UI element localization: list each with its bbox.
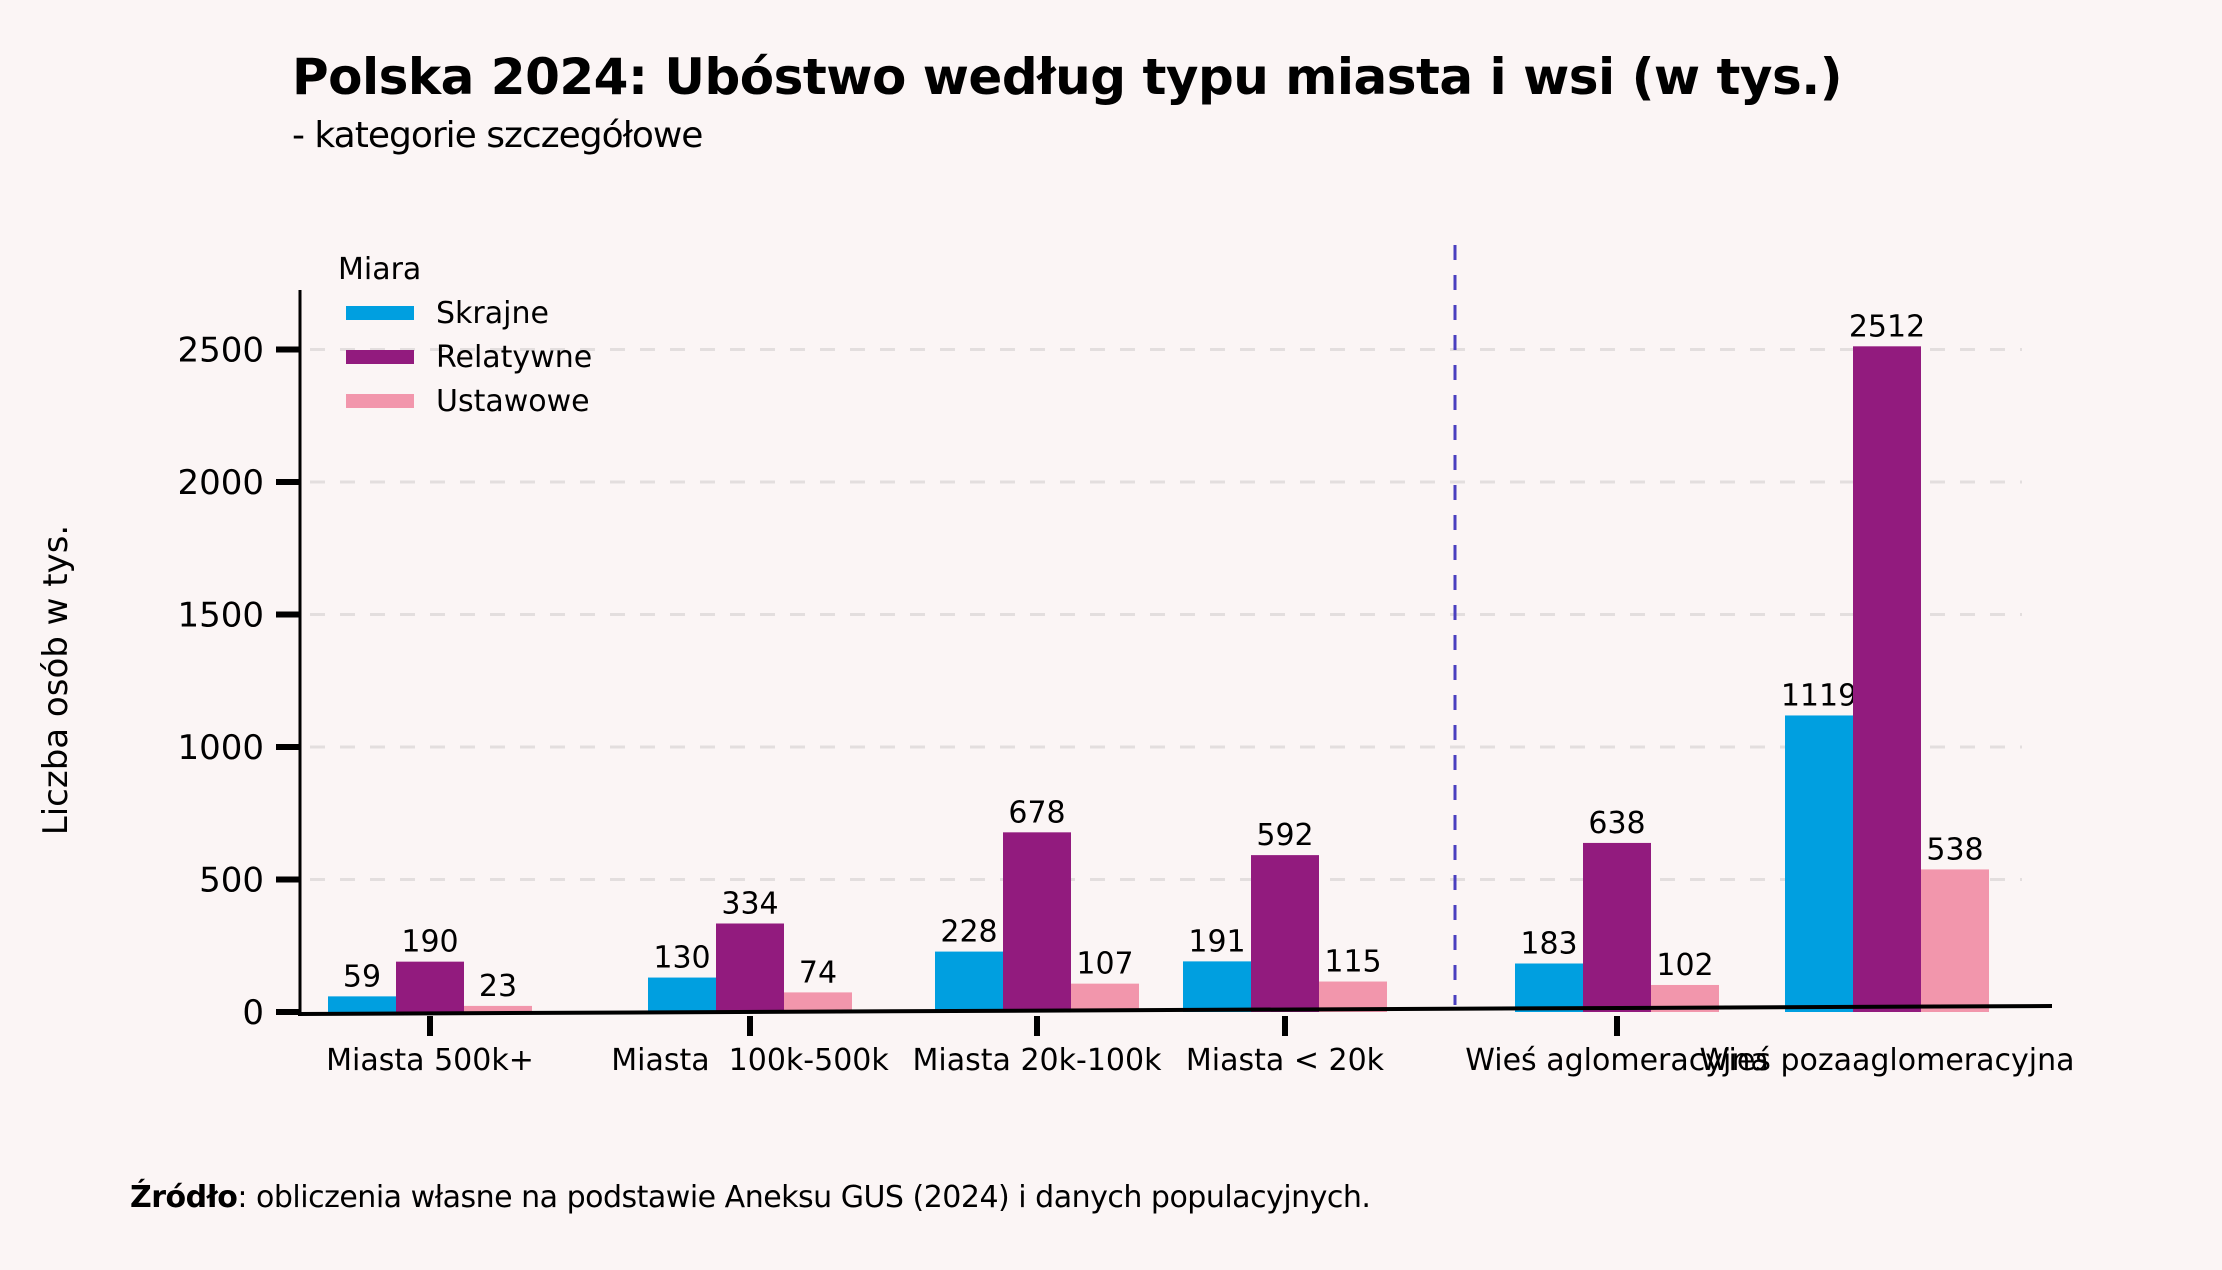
data-label: 59 (343, 959, 381, 994)
bar-skrajne (328, 996, 396, 1012)
chart-subtitle: - kategorie szczegółowe (292, 115, 703, 156)
data-label: 1119 (1781, 678, 1857, 713)
bar-relatywne (1003, 832, 1071, 1012)
data-label: 2512 (1849, 309, 1925, 344)
bar-relatywne (1583, 842, 1651, 1012)
bar-ustawowe (1071, 983, 1139, 1012)
data-label: 190 (401, 925, 458, 960)
legend-label: Skrajne (436, 295, 549, 331)
y-axis-label: Liczba osób w tys. (36, 524, 76, 836)
bar-skrajne (1785, 715, 1853, 1012)
x-tick-label: Miasta 500k+ (326, 1043, 534, 1078)
legend-swatch (346, 350, 414, 364)
data-label: 228 (940, 915, 997, 950)
data-label: 102 (1656, 948, 1713, 983)
bar-ustawowe (1921, 869, 1989, 1012)
data-label: 678 (1008, 795, 1065, 830)
x-tick-label: Wieś pozaaglomeracyjna (1700, 1043, 2075, 1078)
y-tick-label: 500 (199, 861, 264, 901)
x-axis (297, 1004, 2053, 1016)
bar-relatywne (396, 961, 464, 1012)
legend-item-skrajne: Skrajne (338, 291, 592, 335)
legend-swatch (346, 394, 414, 408)
x-tick-label: Miasta < 20k (1186, 1043, 1385, 1078)
legend-item-relatywne: Relatywne (338, 335, 592, 379)
y-tick-label: 1500 (177, 596, 264, 636)
bar-ustawowe (464, 1005, 532, 1012)
chart-title: Polska 2024: Ubóstwo według typu miasta … (292, 48, 1843, 106)
legend-item-ustawowe: Ustawowe (338, 379, 592, 423)
data-label: 74 (799, 955, 837, 990)
legend-title: Miara (338, 252, 422, 287)
legend-swatch (346, 306, 414, 320)
y-tick-label: 0 (242, 993, 264, 1033)
bar-relatywne (1853, 346, 1921, 1012)
y-tick-label: 1000 (177, 728, 264, 768)
bar-ustawowe (1319, 981, 1387, 1012)
data-label: 115 (1324, 945, 1381, 980)
data-label: 23 (479, 969, 517, 1004)
bar-skrajne (1183, 961, 1251, 1012)
data-label: 638 (1588, 806, 1645, 841)
data-label: 183 (1520, 927, 1577, 962)
bar-skrajne (935, 951, 1003, 1012)
data-label: 191 (1188, 924, 1245, 959)
legend-label: Relatywne (436, 339, 593, 375)
legend-label: Ustawowe (436, 383, 590, 419)
data-label: 334 (721, 886, 778, 921)
bar-relatywne (1251, 855, 1319, 1012)
data-label: 592 (1256, 818, 1313, 853)
y-tick-label: 2500 (177, 331, 264, 371)
bar-skrajne (1515, 963, 1583, 1012)
y-tick-label: 2000 (177, 463, 264, 503)
x-tick-label: Miasta 20k-100k (913, 1043, 1163, 1078)
source-text: : obliczenia własne na podstawie Aneksu … (237, 1180, 1371, 1215)
source-label: Źródło (130, 1180, 238, 1215)
bar-relatywne (716, 923, 784, 1012)
legend: Miara Skrajne Relatywne Ustawowe (338, 252, 592, 423)
data-label: 107 (1076, 947, 1133, 982)
bar-skrajne (648, 977, 716, 1012)
data-label: 538 (1926, 832, 1983, 867)
data-label: 130 (653, 941, 710, 976)
x-tick-label: Wieś aglomeracyjna (1465, 1043, 1768, 1078)
source-note: Źródło: obliczenia własne na podstawie A… (130, 1180, 1371, 1215)
x-tick-label: Miasta 100k-500k (611, 1043, 889, 1078)
bar-ustawowe (784, 992, 852, 1012)
